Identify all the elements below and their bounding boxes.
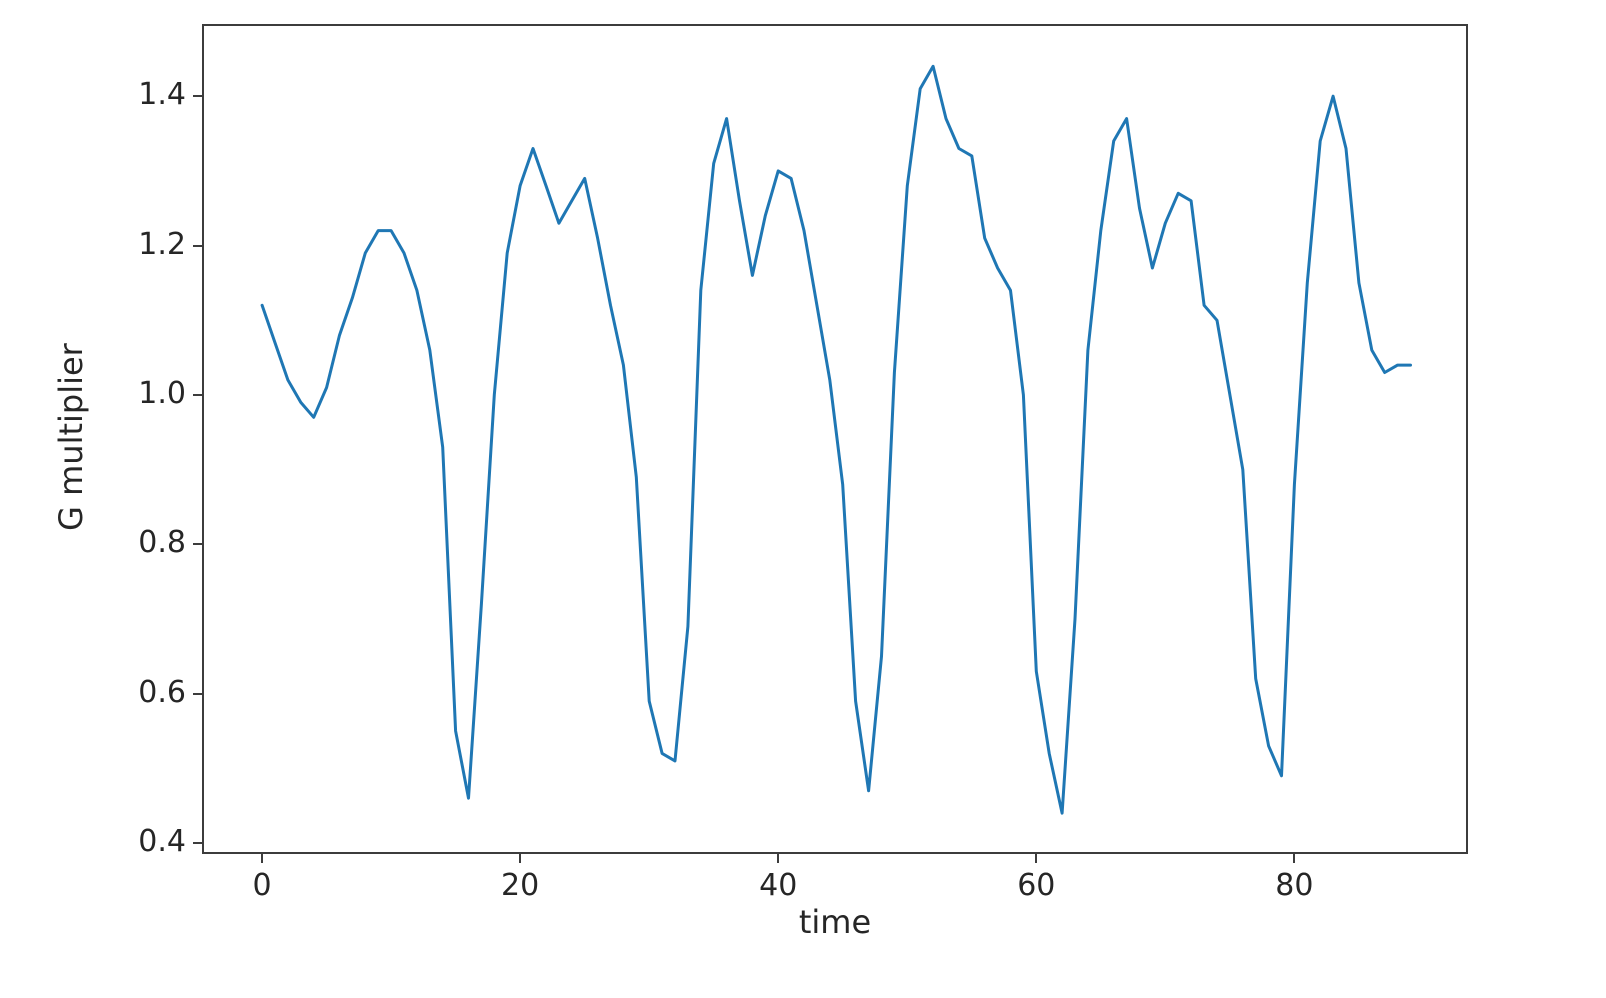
y-tick-label: 1.0: [138, 375, 186, 411]
y-tick-label: 1.4: [138, 77, 186, 113]
y-axis-label: G multiplier: [52, 343, 90, 531]
x-tick-mark: [1293, 854, 1296, 863]
x-tick-label: 60: [1017, 868, 1056, 903]
line-plot: [260, 64, 1412, 815]
x-tick-label: 40: [759, 868, 798, 903]
x-tick-mark: [1035, 854, 1038, 863]
y-tick-mark: [193, 842, 202, 845]
data-line-series: [260, 64, 1412, 815]
x-tick-mark: [519, 854, 522, 863]
y-tick-mark: [193, 692, 202, 695]
y-tick-mark: [193, 95, 202, 98]
plot-area: [202, 24, 1468, 854]
x-tick-label: 0: [252, 868, 272, 903]
x-axis-label: time: [798, 903, 872, 941]
x-tick-mark: [261, 854, 264, 863]
y-tick-label: 0.8: [138, 525, 186, 561]
y-tick-label: 0.6: [138, 674, 186, 710]
y-tick-mark: [193, 393, 202, 396]
y-tick-label: 1.2: [138, 226, 186, 262]
x-tick-label: 20: [501, 868, 540, 903]
x-tick-mark: [777, 854, 780, 863]
y-tick-mark: [193, 244, 202, 247]
y-tick-label: 0.4: [138, 824, 186, 860]
x-tick-label: 80: [1275, 868, 1314, 903]
y-tick-mark: [193, 543, 202, 546]
